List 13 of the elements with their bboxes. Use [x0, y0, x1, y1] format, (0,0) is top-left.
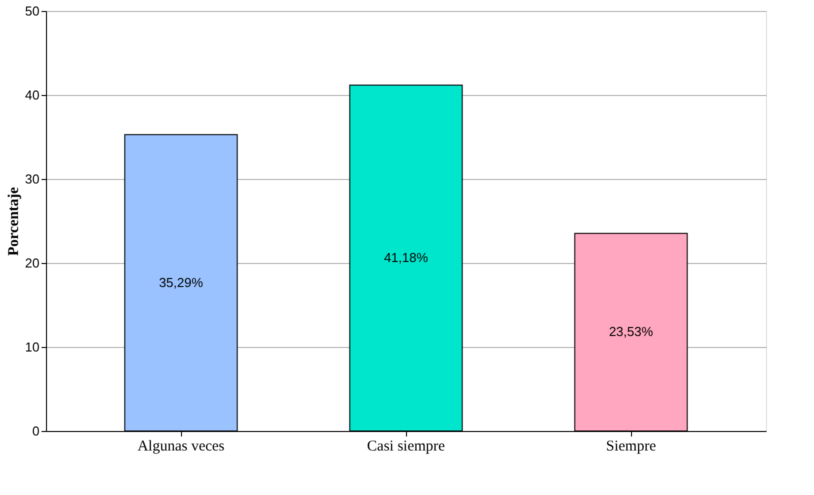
- x-tick-label: Algunas veces: [137, 438, 225, 454]
- y-tick-label: 20: [25, 256, 40, 270]
- y-tick-label: 40: [25, 88, 40, 102]
- y-axis-title: Porcentaje: [6, 186, 22, 256]
- y-tick-label: 50: [25, 4, 40, 18]
- data-label: 23,53%: [608, 324, 654, 340]
- y-tick-label: 10: [25, 340, 40, 354]
- x-tick-label: Siempre: [606, 438, 656, 454]
- y-tick-label: 30: [25, 172, 40, 186]
- data-label: 35,29%: [158, 274, 204, 290]
- x-tick-label: Casi siempre: [367, 438, 446, 454]
- data-label: 41,18%: [384, 250, 428, 266]
- y-tick-label: 0: [32, 424, 40, 438]
